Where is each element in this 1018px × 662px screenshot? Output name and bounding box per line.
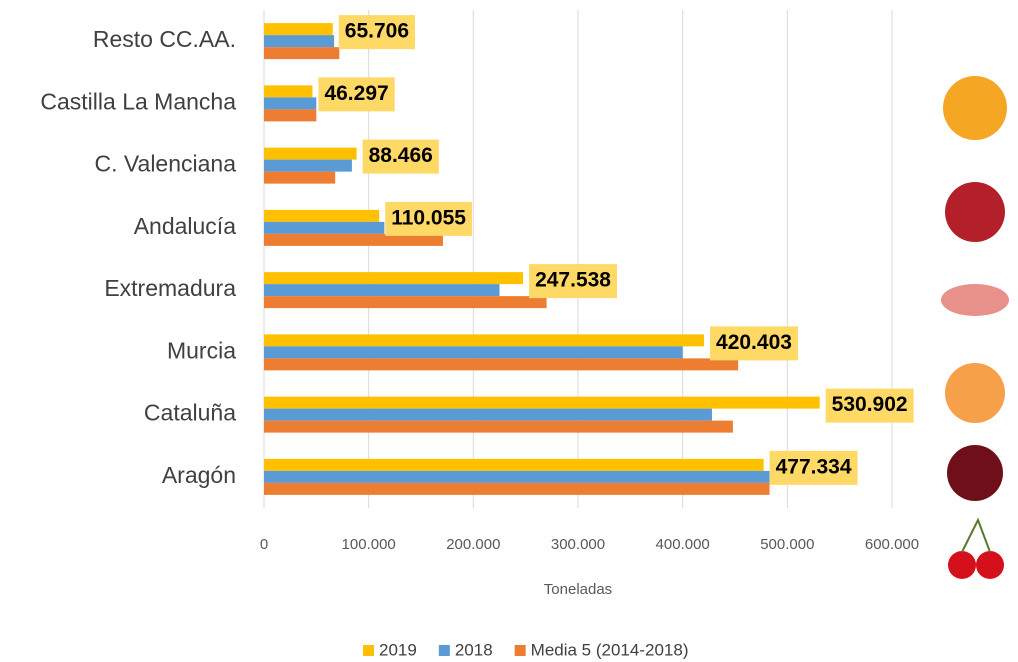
x-tick-label: 600.000: [865, 536, 919, 553]
bar: [264, 272, 524, 285]
x-tick-label: 400.000: [656, 536, 710, 553]
bar: [264, 346, 683, 359]
x-axis-label: Toneladas: [544, 581, 612, 598]
y-tick-label: Cataluña: [144, 400, 236, 426]
fruit-icons: [941, 76, 1009, 579]
bar: [264, 408, 712, 421]
value-label-box: [529, 264, 618, 299]
value-label-box: [769, 450, 858, 485]
cherry-stem: [961, 517, 991, 553]
bar: [264, 358, 739, 371]
apricot-icon: [945, 363, 1005, 423]
bar: [264, 85, 313, 98]
value-label: 420.403: [716, 331, 792, 354]
bar: [264, 233, 443, 246]
value-label: 477.334: [776, 455, 852, 478]
y-tick-label: Resto CC.AA.: [93, 26, 236, 52]
bar: [264, 97, 317, 110]
x-tick-label: 100.000: [342, 536, 396, 553]
y-tick-label: C. Valenciana: [95, 151, 237, 177]
peach-icon: [943, 76, 1007, 140]
bar: [264, 221, 385, 234]
y-tick-label: Andalucía: [134, 213, 237, 239]
bar: [264, 35, 335, 48]
legend-label: 2018: [455, 640, 493, 659]
value-label-box: [318, 77, 395, 112]
value-label: 530.902: [832, 393, 908, 416]
bar: [264, 209, 380, 222]
y-tick-label: Extremadura: [104, 275, 236, 301]
value-label: 110.055: [391, 206, 466, 229]
value-label-box: [825, 388, 914, 423]
x-tick-label: 300.000: [551, 536, 605, 553]
y-tick-label: Murcia: [167, 337, 236, 363]
legend-label: Media 5 (2014-2018): [531, 640, 689, 659]
legend-swatch: [363, 645, 374, 656]
bar: [264, 296, 547, 309]
bar: [264, 284, 500, 297]
bar: [264, 109, 317, 122]
bar: [264, 470, 770, 483]
bar: [264, 334, 705, 347]
x-tick-label: 500.000: [760, 536, 814, 553]
legend-swatch: [438, 645, 450, 656]
legend-label: 2019: [379, 640, 417, 659]
cherry-icon: [948, 551, 976, 579]
value-label-box: [362, 139, 439, 174]
value-label: 65.706: [345, 20, 409, 43]
bar: [264, 47, 340, 60]
value-label: 247.538: [535, 269, 611, 292]
y-tick-label: Castilla La Mancha: [40, 88, 236, 114]
value-label-box: [385, 201, 472, 236]
bar: [264, 420, 733, 433]
cherry-icon: [976, 551, 1004, 579]
x-tick-label: 200.000: [446, 536, 500, 553]
value-label-box: [338, 15, 416, 50]
x-tick-label: 0: [260, 536, 268, 553]
bar: [264, 23, 333, 36]
legend-swatch: [514, 645, 526, 656]
value-label: 46.297: [324, 82, 388, 105]
y-tick-label: Aragón: [162, 462, 236, 488]
nectarine-icon: [945, 182, 1005, 242]
bar: [264, 458, 764, 471]
bar: [264, 396, 820, 409]
bar: [264, 171, 336, 184]
plum-icon: [947, 445, 1003, 501]
flat-peach-icon: [941, 284, 1009, 316]
bar: [264, 147, 357, 160]
bar: [264, 159, 352, 172]
value-label: 88.466: [369, 144, 433, 167]
bar: [264, 482, 770, 495]
value-label-box: [710, 326, 798, 361]
